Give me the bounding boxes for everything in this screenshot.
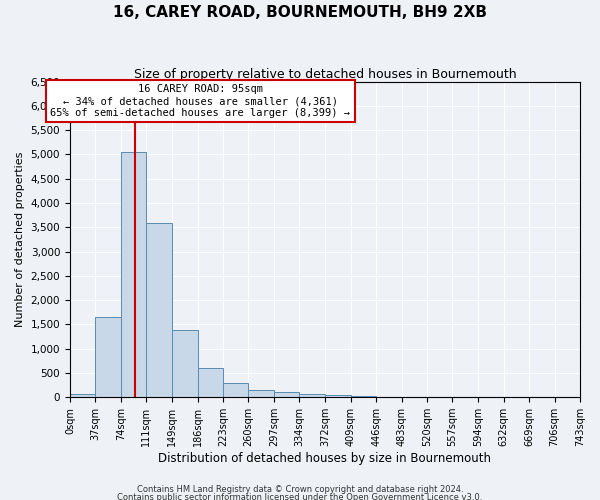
Bar	[350, 396, 376, 397]
Bar	[223, 383, 248, 397]
Bar	[197, 368, 223, 397]
Bar	[70, 394, 95, 397]
Title: Size of property relative to detached houses in Bournemouth: Size of property relative to detached ho…	[134, 68, 516, 80]
Bar	[172, 330, 197, 397]
Bar	[146, 224, 172, 397]
Text: 16 CAREY ROAD: 95sqm
← 34% of detached houses are smaller (4,361)
65% of semi-de: 16 CAREY ROAD: 95sqm ← 34% of detached h…	[50, 84, 350, 117]
Text: Contains public sector information licensed under the Open Government Licence v3: Contains public sector information licen…	[118, 492, 482, 500]
Bar	[325, 395, 350, 397]
Y-axis label: Number of detached properties: Number of detached properties	[15, 152, 25, 327]
Bar	[248, 390, 274, 397]
Text: Contains HM Land Registry data © Crown copyright and database right 2024.: Contains HM Land Registry data © Crown c…	[137, 486, 463, 494]
Text: 16, CAREY ROAD, BOURNEMOUTH, BH9 2XB: 16, CAREY ROAD, BOURNEMOUTH, BH9 2XB	[113, 5, 487, 20]
Bar	[121, 152, 146, 397]
Bar	[95, 317, 121, 397]
X-axis label: Distribution of detached houses by size in Bournemouth: Distribution of detached houses by size …	[158, 452, 491, 465]
Bar	[299, 394, 325, 397]
Bar	[274, 392, 299, 397]
